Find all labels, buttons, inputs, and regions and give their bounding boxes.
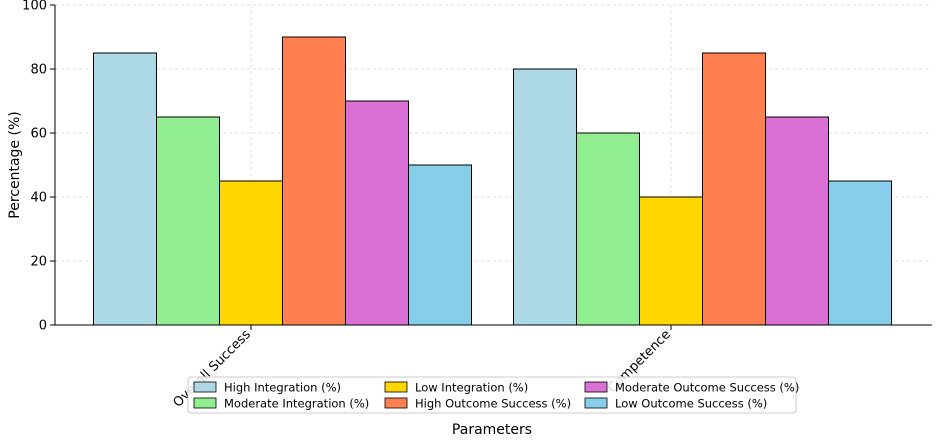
bars — [93, 36, 892, 326]
legend-swatch — [193, 397, 217, 409]
bar-5-2 — [765, 116, 829, 326]
legend-swatch — [193, 381, 217, 393]
axes — [54, 5, 932, 326]
legend: High Integration (%) Moderate Integration… — [187, 376, 799, 414]
bar-5-1 — [345, 100, 409, 326]
bar-2-1 — [156, 116, 220, 326]
bar-2-2 — [576, 132, 640, 326]
bar-4-2 — [702, 52, 766, 326]
legend-swatch — [384, 381, 408, 393]
x-axis-label: Parameters — [452, 422, 532, 438]
legend-label: Moderate Outcome Success (%) — [615, 381, 799, 395]
y-tick-label: 80 — [30, 63, 47, 78]
legend-label: Low Outcome Success (%) — [615, 397, 767, 411]
y-axis-label: Percentage (%) — [7, 111, 23, 218]
bar-4-1 — [282, 36, 346, 326]
legend-label: Moderate Integration (%) — [224, 397, 369, 411]
y-tick-label: 20 — [30, 255, 47, 270]
legend-swatch — [584, 381, 608, 393]
bar-1-1 — [93, 52, 157, 326]
y-tick-label: 60 — [30, 127, 47, 142]
bar-6-1 — [408, 164, 472, 326]
bar-6-2 — [828, 180, 892, 326]
bar-1-2 — [513, 68, 577, 326]
y-axis-ticks: 0 20 40 60 80 100 — [22, 0, 55, 334]
bar-3-2 — [639, 196, 703, 326]
bar-3-1 — [219, 180, 283, 326]
y-tick-label: 40 — [30, 191, 47, 206]
y-tick-label: 0 — [39, 319, 47, 334]
y-tick-label: 100 — [22, 0, 47, 14]
legend-label: High Integration (%) — [224, 381, 341, 395]
legend-label: High Outcome Success (%) — [415, 397, 571, 411]
legend-swatch — [384, 397, 408, 409]
legend-box — [187, 376, 797, 414]
legend-label: Low Integration (%) — [415, 381, 528, 395]
legend-swatch — [584, 397, 608, 409]
